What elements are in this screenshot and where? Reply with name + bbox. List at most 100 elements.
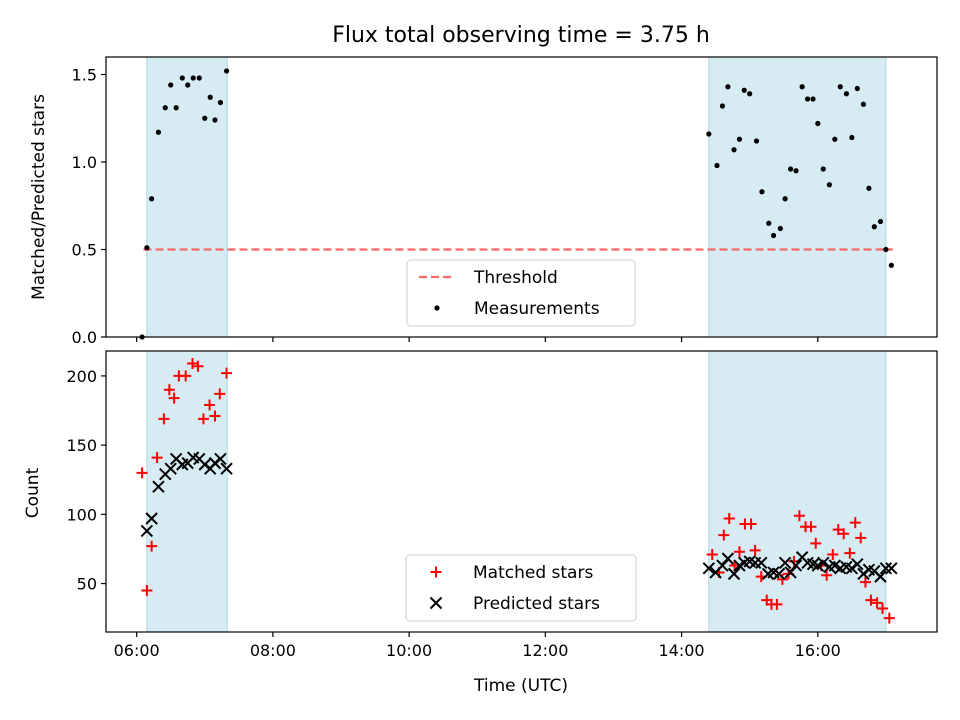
predicted-star-point — [879, 562, 893, 575]
matched-star-point — [204, 399, 216, 411]
measurement-point — [854, 85, 860, 92]
bottom-y-axis-label: Count — [23, 467, 43, 518]
predicted-star-point — [778, 556, 792, 569]
predicted-star-point — [885, 562, 898, 575]
matched-star-point — [859, 576, 871, 588]
matched-star-point — [844, 547, 856, 559]
measurement-point — [725, 84, 731, 90]
predicted-star-point — [716, 559, 729, 572]
measurement-point — [826, 182, 832, 188]
matched-star-point — [821, 569, 833, 581]
measurement-point — [731, 147, 737, 153]
legend-label: Threshold — [473, 268, 558, 288]
predicted-star-point — [851, 557, 864, 571]
x-tick-label: 06:00 — [114, 641, 160, 660]
bottom-panel: 50 100 150 200 06:00 08:00 10:00 12:00 14:00 16:0… — [23, 350, 938, 696]
bot-observing-band — [708, 350, 887, 633]
measurement-point — [162, 105, 168, 111]
measurement-point — [843, 91, 850, 97]
matched-star-point — [192, 360, 204, 372]
top-y-tick-label: 1.5 — [72, 66, 97, 85]
matched-star-point — [209, 410, 221, 422]
matched-star-point — [706, 548, 718, 560]
top-observing-band — [708, 56, 887, 338]
bot-y-tick-label: 100 — [66, 505, 97, 524]
predicted-star-point — [164, 462, 177, 475]
matched-star-point — [723, 512, 735, 524]
measurement-point — [753, 138, 760, 144]
measurement-point — [144, 245, 150, 251]
measurement-point — [714, 162, 720, 169]
top-axes-frame — [105, 56, 938, 338]
measurement-point — [860, 101, 867, 107]
measurement-point — [888, 262, 894, 268]
predicted-star-point — [152, 480, 165, 493]
x-tick-label: 16:00 — [795, 641, 841, 660]
measurement-point — [202, 115, 208, 121]
measurement-point — [782, 196, 788, 202]
matched-star-point — [180, 370, 192, 382]
matched-star-point — [810, 537, 822, 549]
measurement-point — [719, 103, 726, 109]
matched-star-point — [197, 413, 209, 425]
matched-star-point — [865, 594, 877, 606]
top-y-tick-label: 0.5 — [72, 241, 97, 260]
legend-matched-swatch — [430, 566, 442, 578]
legend-predicted-swatch — [429, 596, 443, 610]
measurement-point — [168, 82, 174, 88]
bot-axes-frame — [105, 350, 938, 633]
bot-y-tick-label: 50 — [77, 575, 97, 594]
top-y-axis-label: Matched/Predicted stars — [29, 94, 49, 300]
matched-star-point — [883, 612, 895, 624]
legend-measurement-swatch — [434, 305, 440, 311]
matched-star-point — [805, 521, 817, 533]
measurement-point — [777, 225, 783, 232]
measurement-point — [217, 99, 224, 106]
legend-box — [406, 259, 636, 327]
matched-star-point — [146, 540, 158, 552]
matched-star-point — [849, 517, 861, 529]
measurement-point — [866, 185, 872, 191]
bot-y-tick-label: 150 — [66, 436, 97, 455]
measurement-point — [212, 117, 218, 123]
top-y-tick-label: 1.0 — [72, 153, 97, 172]
matched-star-point — [877, 602, 889, 614]
measurement-point — [804, 96, 811, 102]
measurement-point — [759, 189, 765, 195]
matched-star-point — [771, 598, 783, 610]
measurement-point — [223, 68, 230, 74]
measurement-point — [883, 246, 889, 253]
predicted-star-point — [145, 512, 158, 525]
measurement-point — [747, 91, 753, 97]
measurement-point — [149, 196, 155, 202]
measurement-point — [190, 75, 196, 81]
x-tick-label: 14:00 — [659, 641, 705, 660]
measurement-point — [871, 224, 877, 230]
legend-box — [405, 554, 637, 622]
x-axis-label: Time (UTC) — [473, 676, 568, 696]
predicted-star-point — [789, 559, 803, 572]
predicted-star-point — [214, 452, 227, 466]
measurement-point — [741, 87, 747, 93]
measurement-point — [179, 75, 185, 81]
chart-title: Flux total observing time = 3.75 h — [332, 23, 710, 48]
matched-star-point — [151, 452, 163, 464]
predicted-star-point — [220, 462, 233, 475]
top-y-tick-label: 0.0 — [72, 328, 97, 347]
measurement-point — [793, 168, 799, 174]
predicted-star-point — [140, 524, 154, 538]
matched-star-point — [793, 510, 805, 522]
measurement-point — [832, 136, 838, 142]
measurement-point — [877, 218, 884, 225]
predicted-star-point — [874, 570, 887, 583]
measurement-point — [849, 134, 855, 141]
top-observing-band — [146, 56, 228, 338]
measurement-point — [787, 166, 794, 172]
predicted-star-point — [817, 556, 830, 569]
matched-star-point — [838, 528, 850, 540]
predicted-star-point — [784, 566, 797, 579]
measurement-point — [706, 131, 712, 137]
matched-star-point — [214, 388, 226, 400]
matched-star-point — [871, 597, 883, 609]
